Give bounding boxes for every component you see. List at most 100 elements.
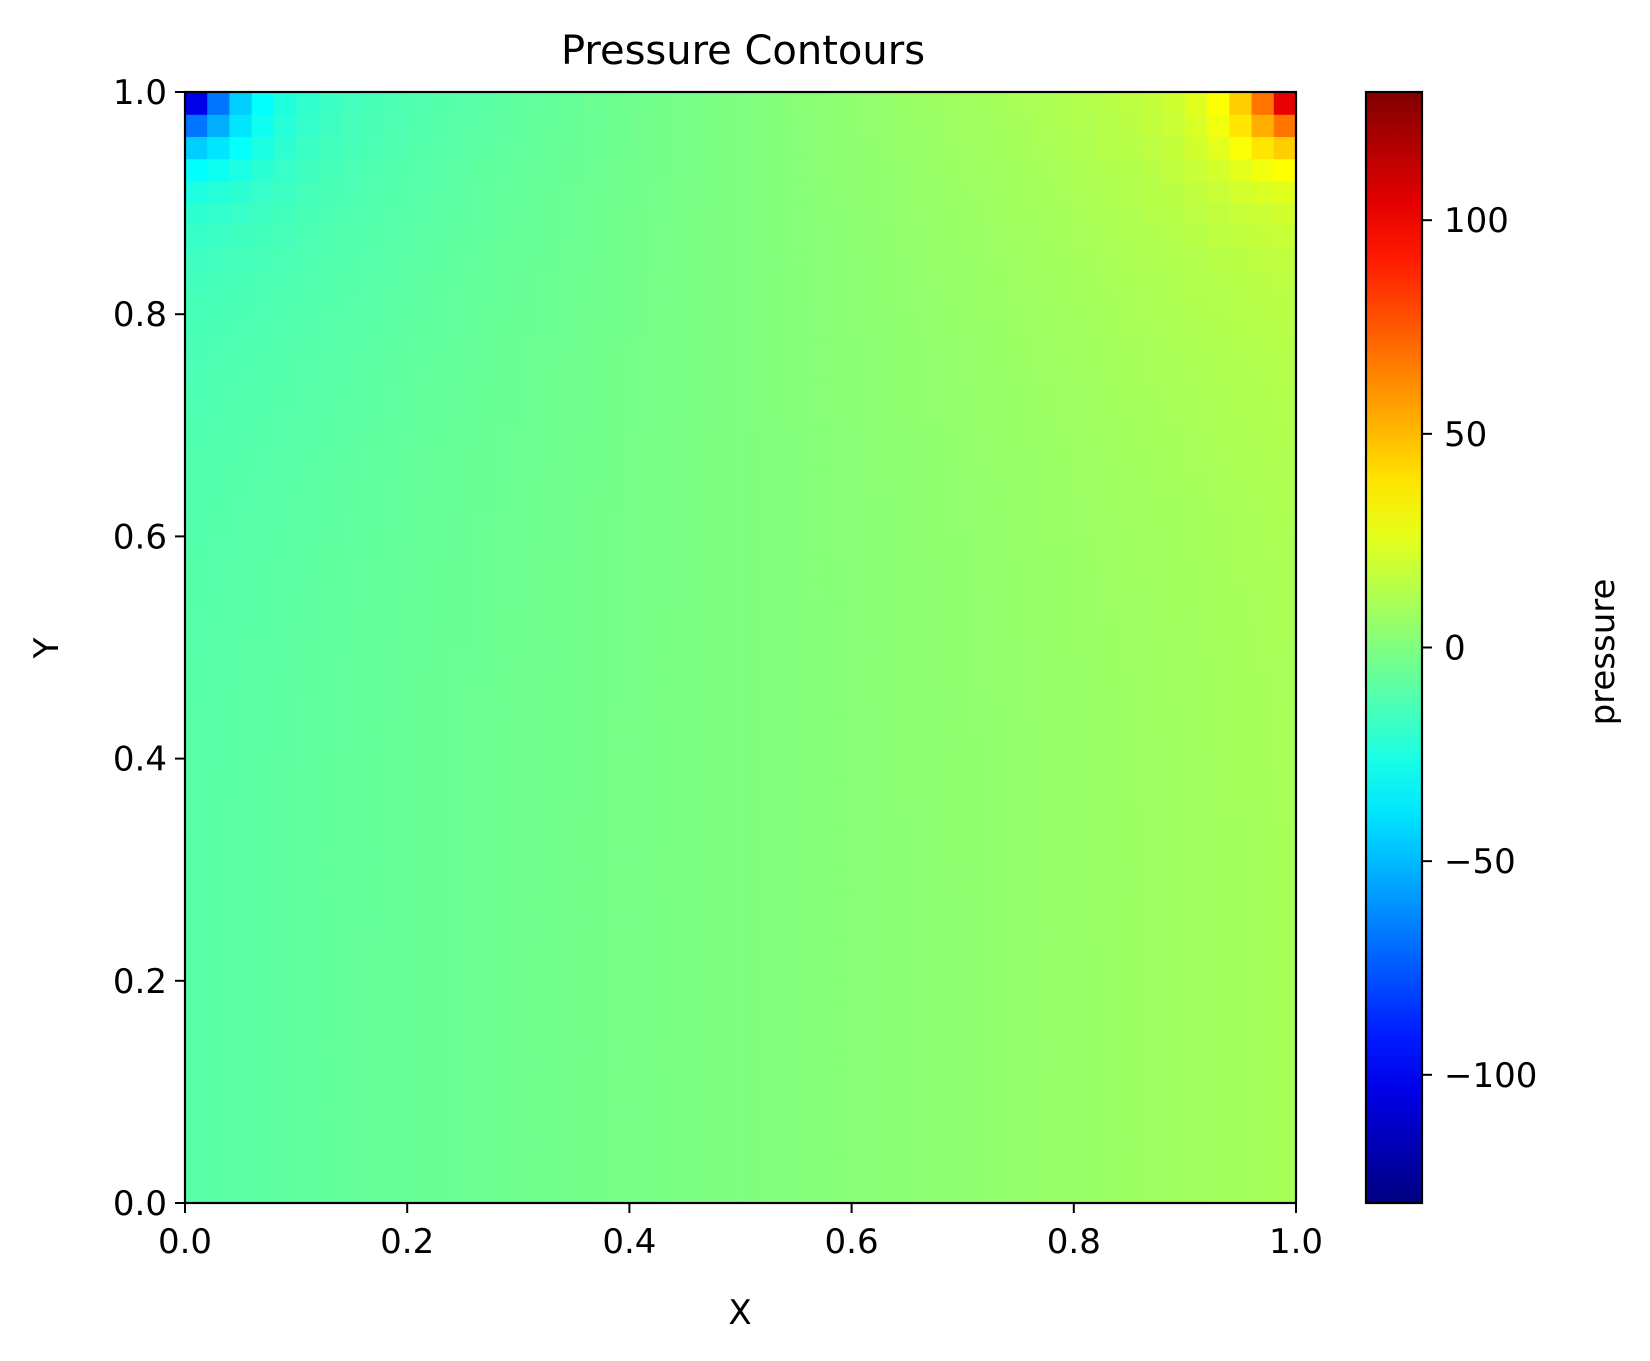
heatmap-cell xyxy=(518,225,542,249)
heatmap-cell xyxy=(584,491,608,515)
heatmap-cell xyxy=(851,425,875,449)
heatmap-cell xyxy=(696,625,719,649)
heatmap-cell xyxy=(918,491,942,515)
heatmap-cell xyxy=(340,1180,364,1204)
heatmap-cell xyxy=(807,1136,830,1160)
heatmap-cell xyxy=(407,669,431,693)
heatmap-cell xyxy=(1273,1025,1297,1049)
heatmap-cell xyxy=(1096,514,1119,537)
heatmap-cell xyxy=(940,291,964,315)
heatmap-cell xyxy=(1096,1158,1119,1182)
heatmap-cell xyxy=(629,225,653,249)
heatmap-cell xyxy=(896,314,919,338)
heatmap-cell xyxy=(673,203,697,226)
heatmap-cell xyxy=(1207,514,1230,537)
heatmap-cell xyxy=(518,1047,542,1071)
heatmap-cell xyxy=(251,869,275,893)
heatmap-cell xyxy=(229,92,253,115)
heatmap-cell xyxy=(696,92,719,115)
heatmap-cell xyxy=(1007,336,1030,360)
heatmap-cell xyxy=(296,269,319,293)
heatmap-cell xyxy=(185,1114,208,1137)
heatmap-cell xyxy=(1007,1069,1030,1093)
heatmap-cell xyxy=(473,1136,497,1160)
heatmap-cell xyxy=(1073,180,1097,204)
heatmap-cell xyxy=(784,1136,808,1160)
heatmap-cell xyxy=(1229,803,1253,826)
heatmap-cell xyxy=(207,803,231,826)
heatmap-cell xyxy=(651,491,675,515)
heatmap-cell xyxy=(1140,158,1164,182)
heatmap-cell xyxy=(518,691,542,715)
heatmap-cell xyxy=(296,780,319,804)
heatmap-cell xyxy=(518,469,542,493)
heatmap-cell xyxy=(429,403,453,426)
heatmap-cell xyxy=(251,1025,275,1049)
heatmap-cell xyxy=(407,314,431,338)
heatmap-cell xyxy=(584,314,608,338)
heatmap-cell xyxy=(962,580,986,604)
heatmap-cell xyxy=(651,736,675,760)
heatmap-cell xyxy=(1007,914,1030,937)
heatmap-cell xyxy=(1251,1025,1275,1049)
heatmap-cell xyxy=(1184,669,1208,693)
heatmap-cell xyxy=(496,625,519,649)
heatmap-cell xyxy=(207,780,231,804)
heatmap-cell xyxy=(651,314,675,338)
heatmap-cell xyxy=(962,225,986,249)
heatmap-cell xyxy=(896,1025,919,1049)
heatmap-cell xyxy=(318,491,342,515)
heatmap-cell xyxy=(473,914,497,937)
heatmap-cell xyxy=(673,714,697,737)
heatmap-cell xyxy=(629,647,653,671)
heatmap-cell xyxy=(1029,758,1053,782)
heatmap-cell xyxy=(1229,891,1253,915)
heatmap-cell xyxy=(429,247,453,271)
heatmap-cell xyxy=(362,914,386,937)
heatmap-cell xyxy=(540,625,564,649)
heatmap-cell xyxy=(1273,1158,1297,1182)
heatmap-cell xyxy=(1029,647,1053,671)
heatmap-cell xyxy=(340,158,364,182)
heatmap-cell xyxy=(1051,691,1075,715)
heatmap-cell xyxy=(651,625,675,649)
heatmap-cell xyxy=(607,269,630,293)
heatmap-cell xyxy=(1007,669,1030,693)
heatmap-cell xyxy=(229,803,253,826)
heatmap-cell xyxy=(607,1047,630,1071)
heatmap-cell xyxy=(829,469,853,493)
heatmap-cell xyxy=(1118,291,1142,315)
heatmap-cell xyxy=(1251,869,1275,893)
heatmap-cell xyxy=(229,291,253,315)
heatmap-cell xyxy=(784,92,808,115)
heatmap-cell xyxy=(1007,580,1030,604)
heatmap-cell xyxy=(673,825,697,849)
heatmap-cell xyxy=(962,269,986,293)
heatmap-cell xyxy=(740,269,764,293)
heatmap-cell xyxy=(296,1091,319,1115)
heatmap-cell xyxy=(873,247,897,271)
heatmap-cell xyxy=(584,847,608,871)
heatmap-cell xyxy=(251,203,275,226)
heatmap-cell xyxy=(918,647,942,671)
heatmap-cell xyxy=(407,580,431,604)
heatmap-cell xyxy=(273,603,297,626)
heatmap-cell xyxy=(451,425,475,449)
heatmap-cell xyxy=(940,1180,964,1204)
heatmap-cell xyxy=(251,425,275,449)
heatmap-cell xyxy=(273,780,297,804)
heatmap-cell xyxy=(918,1180,942,1204)
heatmap-cell xyxy=(296,558,319,582)
heatmap-cell xyxy=(207,225,231,249)
heatmap-cell xyxy=(940,958,964,982)
heatmap-cell xyxy=(962,92,986,115)
heatmap-cell xyxy=(940,603,964,626)
heatmap-cell xyxy=(562,736,586,760)
heatmap-cell xyxy=(1207,469,1230,493)
heatmap-cell xyxy=(807,980,830,1004)
heatmap-cell xyxy=(1007,714,1030,737)
heatmap-cell xyxy=(740,1091,764,1115)
heatmap-cell xyxy=(984,803,1008,826)
heatmap-cell xyxy=(1251,447,1275,471)
heatmap-cell xyxy=(629,603,653,626)
